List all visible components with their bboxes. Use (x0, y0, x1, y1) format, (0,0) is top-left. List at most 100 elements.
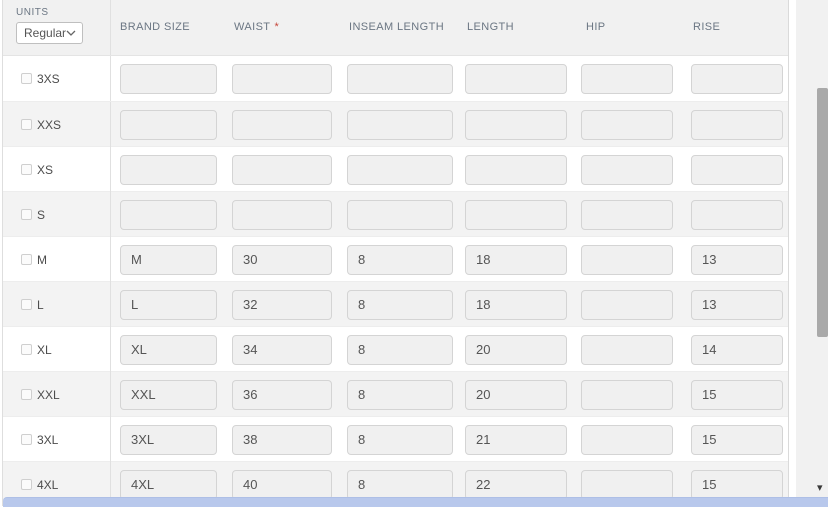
size-row-checkbox[interactable] (21, 344, 32, 355)
vertical-scrollbar-track[interactable] (796, 0, 828, 506)
length-input[interactable] (465, 469, 567, 500)
inseam-length-input[interactable] (347, 154, 453, 185)
waist-input[interactable] (232, 154, 332, 185)
hip-input[interactable] (581, 154, 673, 185)
inseam-length-input[interactable] (347, 469, 453, 500)
size-row-checkbox[interactable] (21, 299, 32, 310)
size-row-checkbox[interactable] (21, 479, 32, 490)
table-row: 3XS (3, 56, 788, 101)
size-row-label-cell: 3XS (3, 56, 111, 101)
scroll-down-icon[interactable]: ▾ (817, 482, 823, 494)
inseam-length-input[interactable] (347, 289, 453, 320)
rise-input[interactable] (691, 199, 783, 230)
size-row-checkbox[interactable] (21, 164, 32, 175)
column-header-hip: HIP (586, 21, 606, 33)
rise-input[interactable] (691, 109, 783, 140)
size-label: 4XL (37, 477, 59, 492)
brand-size-input[interactable] (120, 469, 217, 500)
rise-input[interactable] (691, 154, 783, 185)
table-row: M (3, 236, 788, 282)
length-input[interactable] (465, 424, 567, 455)
brand-size-input[interactable] (120, 379, 217, 410)
table-row: S (3, 191, 788, 237)
inseam-length-input[interactable] (347, 244, 453, 275)
waist-input[interactable] (232, 334, 332, 365)
column-header-rise: RISE (693, 21, 721, 33)
table-row: L (3, 281, 788, 327)
size-row-checkbox[interactable] (21, 209, 32, 220)
size-label: M (37, 252, 47, 267)
size-label: XXS (37, 117, 62, 132)
brand-size-input[interactable] (120, 199, 217, 230)
size-row-label-cell: 3XL (3, 417, 111, 462)
size-label: XXL (37, 387, 60, 402)
size-label: 3XL (37, 432, 59, 447)
length-input[interactable] (465, 244, 567, 275)
size-label: S (37, 207, 46, 222)
length-input[interactable] (465, 289, 567, 320)
waist-input[interactable] (232, 289, 332, 320)
vertical-scrollbar-thumb[interactable] (817, 88, 828, 337)
table-body: 3XS XXS XS S (3, 56, 788, 507)
hip-input[interactable] (581, 199, 673, 230)
inseam-length-input[interactable] (347, 109, 453, 140)
length-input[interactable] (465, 199, 567, 230)
column-header-waist: WAIST * (234, 21, 280, 33)
rise-input[interactable] (691, 334, 783, 365)
size-row-checkbox[interactable] (21, 389, 32, 400)
hip-input[interactable] (581, 469, 673, 500)
size-row-checkbox[interactable] (21, 434, 32, 445)
rise-input[interactable] (691, 379, 783, 410)
inseam-length-input[interactable] (347, 379, 453, 410)
size-row-label-cell: XS (3, 147, 111, 192)
brand-size-input[interactable] (120, 244, 217, 275)
rise-input[interactable] (691, 469, 783, 500)
rise-input[interactable] (691, 63, 783, 94)
hip-input[interactable] (581, 289, 673, 320)
size-label: XS (37, 162, 54, 177)
units-select[interactable]: Regular (16, 22, 83, 44)
hip-input[interactable] (581, 109, 673, 140)
brand-size-input[interactable] (120, 154, 217, 185)
hip-input[interactable] (581, 334, 673, 365)
waist-input[interactable] (232, 379, 332, 410)
length-input[interactable] (465, 63, 567, 94)
rise-input[interactable] (691, 244, 783, 275)
hip-input[interactable] (581, 424, 673, 455)
brand-size-input[interactable] (120, 424, 217, 455)
inseam-length-input[interactable] (347, 334, 453, 365)
brand-size-input[interactable] (120, 63, 217, 94)
inseam-length-input[interactable] (347, 199, 453, 230)
waist-input[interactable] (232, 424, 332, 455)
column-header-brand-size: BRAND SIZE (120, 21, 191, 33)
waist-input[interactable] (232, 244, 332, 275)
chevron-down-icon (66, 30, 76, 36)
length-input[interactable] (465, 109, 567, 140)
size-row-checkbox[interactable] (21, 73, 32, 84)
inseam-length-input[interactable] (347, 63, 453, 94)
length-input[interactable] (465, 379, 567, 410)
size-row-label-cell: S (3, 192, 111, 237)
waist-input[interactable] (232, 109, 332, 140)
hip-input[interactable] (581, 379, 673, 410)
waist-input[interactable] (232, 469, 332, 500)
size-row-label-cell: M (3, 237, 111, 282)
waist-input[interactable] (232, 199, 332, 230)
rise-input[interactable] (691, 289, 783, 320)
hip-input[interactable] (581, 63, 673, 94)
brand-size-input[interactable] (120, 334, 217, 365)
size-chart-table: UNITS Regular BRAND SIZE WAIST * INSEAM L… (2, 0, 789, 507)
length-input[interactable] (465, 334, 567, 365)
size-row-checkbox[interactable] (21, 119, 32, 130)
units-cell: UNITS Regular (3, 0, 111, 55)
column-header-inseam-length: INSEAM LENGTH (349, 21, 445, 33)
rise-input[interactable] (691, 424, 783, 455)
brand-size-input[interactable] (120, 289, 217, 320)
brand-size-input[interactable] (120, 109, 217, 140)
size-row-label-cell: XXL (3, 372, 111, 417)
inseam-length-input[interactable] (347, 424, 453, 455)
length-input[interactable] (465, 154, 567, 185)
hip-input[interactable] (581, 244, 673, 275)
size-row-checkbox[interactable] (21, 254, 32, 265)
waist-input[interactable] (232, 63, 332, 94)
